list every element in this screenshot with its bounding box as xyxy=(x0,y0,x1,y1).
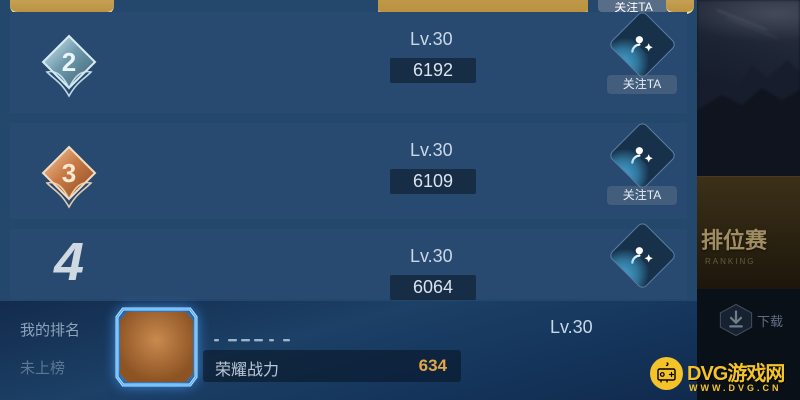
svg-text:3: 3 xyxy=(62,158,76,188)
svg-text:2: 2 xyxy=(62,47,76,77)
